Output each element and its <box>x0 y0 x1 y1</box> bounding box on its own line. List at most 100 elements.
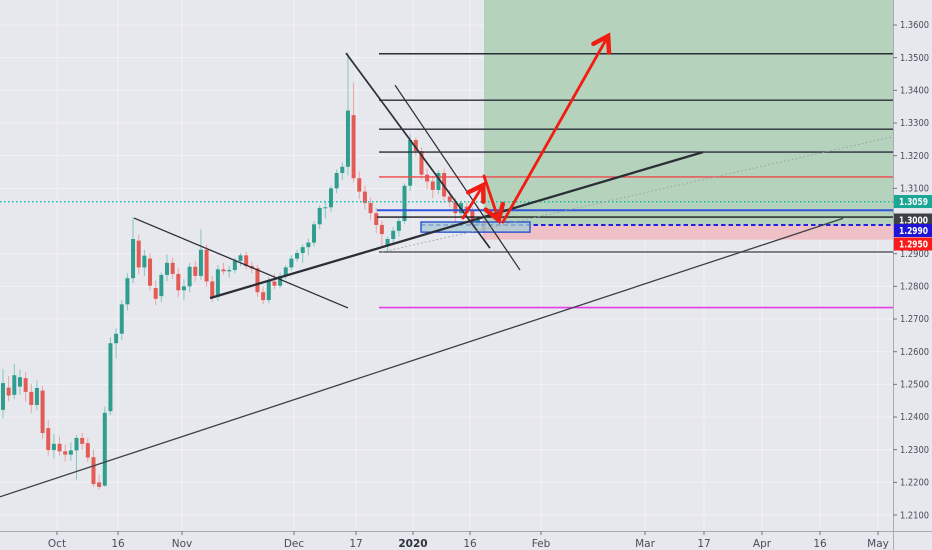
candle <box>255 268 260 293</box>
time-label: 16 <box>813 538 827 550</box>
candle <box>227 270 232 272</box>
candle <box>430 181 435 190</box>
rally-projection-arrow[interactable] <box>501 32 612 224</box>
price-badge-label: 1.2950 <box>899 239 928 250</box>
descending-november[interactable] <box>133 217 349 309</box>
candle <box>419 151 424 175</box>
time-label: Nov <box>172 538 193 550</box>
price-badge <box>894 237 932 251</box>
candle <box>391 230 396 239</box>
grid-layer <box>0 0 893 531</box>
descending-channel[interactable] <box>394 84 521 271</box>
retest-down-arrow[interactable] <box>482 174 506 225</box>
price-badge-label: 1.3000 <box>899 215 928 226</box>
price-badge <box>894 213 932 227</box>
candle <box>102 412 107 486</box>
arrows-layer[interactable] <box>461 32 612 225</box>
candle <box>232 260 237 271</box>
candle <box>278 275 283 286</box>
bounce-up-arrow[interactable] <box>461 181 486 220</box>
ascending-support-main[interactable] <box>209 150 704 300</box>
price-badge <box>894 195 932 208</box>
candle <box>413 139 418 152</box>
target-zone[interactable] <box>484 0 893 225</box>
candle <box>170 262 175 274</box>
time-axis[interactable]: Oct 16 Nov Dec 17 2020 16 Feb Mar 17 Apr 16 May <box>0 531 932 550</box>
time-label: Feb <box>532 538 551 550</box>
candle <box>447 196 452 203</box>
candle <box>142 255 147 268</box>
candle <box>164 262 169 275</box>
price-tick-label: 1.3500 <box>900 53 929 64</box>
price-tick-label: 1.2800 <box>900 282 929 293</box>
candle <box>12 375 17 395</box>
candle <box>108 343 113 412</box>
candle <box>328 188 333 208</box>
candle <box>68 450 73 455</box>
candle <box>210 281 215 297</box>
candle <box>436 172 441 190</box>
time-label: 2020 <box>398 538 427 550</box>
candle <box>289 258 294 268</box>
stop-zone[interactable] <box>484 224 893 240</box>
plot-area[interactable] <box>0 0 893 531</box>
price-tick-label: 1.3100 <box>900 184 929 195</box>
horizontal-lines-layer[interactable] <box>0 53 893 309</box>
price-tick-label: 1.2200 <box>900 478 929 489</box>
candle <box>334 172 339 189</box>
candle <box>408 139 413 186</box>
candle <box>57 443 62 452</box>
time-label: Mar <box>635 538 655 550</box>
candle <box>362 191 367 204</box>
price-tick-label: 1.2400 <box>900 412 929 423</box>
price-tick-label: 1.2100 <box>900 510 929 521</box>
candle <box>340 166 345 173</box>
candle <box>374 213 379 225</box>
candle <box>181 286 186 291</box>
candle <box>34 387 39 405</box>
candle <box>63 451 68 455</box>
candle <box>97 482 102 487</box>
ascending-support-long[interactable] <box>0 217 844 498</box>
candle <box>187 266 192 287</box>
candle <box>80 437 85 444</box>
candle <box>244 255 249 267</box>
candle <box>379 224 384 235</box>
candle <box>91 457 96 485</box>
candle <box>453 202 458 214</box>
time-label: Oct <box>48 538 66 550</box>
time-label: 17 <box>349 538 362 550</box>
candle <box>40 390 45 434</box>
candle <box>125 278 130 305</box>
candle <box>46 428 51 451</box>
candle <box>238 255 243 261</box>
price-tick-label: 1.2500 <box>900 380 929 391</box>
candle <box>221 269 226 272</box>
faint-projection[interactable] <box>381 136 893 253</box>
candle <box>204 249 209 282</box>
price-tick-label: 1.3400 <box>900 86 929 97</box>
candle <box>193 266 198 276</box>
candle <box>425 174 430 182</box>
time-label: 17 <box>697 538 710 550</box>
candle <box>261 292 266 301</box>
price-badge <box>894 224 932 237</box>
candle <box>368 203 373 214</box>
candle <box>198 249 203 276</box>
zone-rectangle[interactable] <box>420 221 531 233</box>
candle <box>136 240 141 268</box>
candle <box>85 443 90 458</box>
candle <box>148 258 153 286</box>
price-axis[interactable]: 1.3600 1.3500 1.3400 1.3300 1.3200 1.3100 1.29… <box>893 0 932 550</box>
time-label: 16 <box>111 538 125 550</box>
candle <box>114 333 119 344</box>
price-tick-label: 1.2600 <box>900 347 929 358</box>
price-tick-label: 1.2900 <box>900 249 929 260</box>
candle <box>300 247 305 254</box>
candle <box>357 178 362 192</box>
candle <box>153 287 158 299</box>
candle <box>1 383 5 410</box>
candle <box>29 391 34 405</box>
